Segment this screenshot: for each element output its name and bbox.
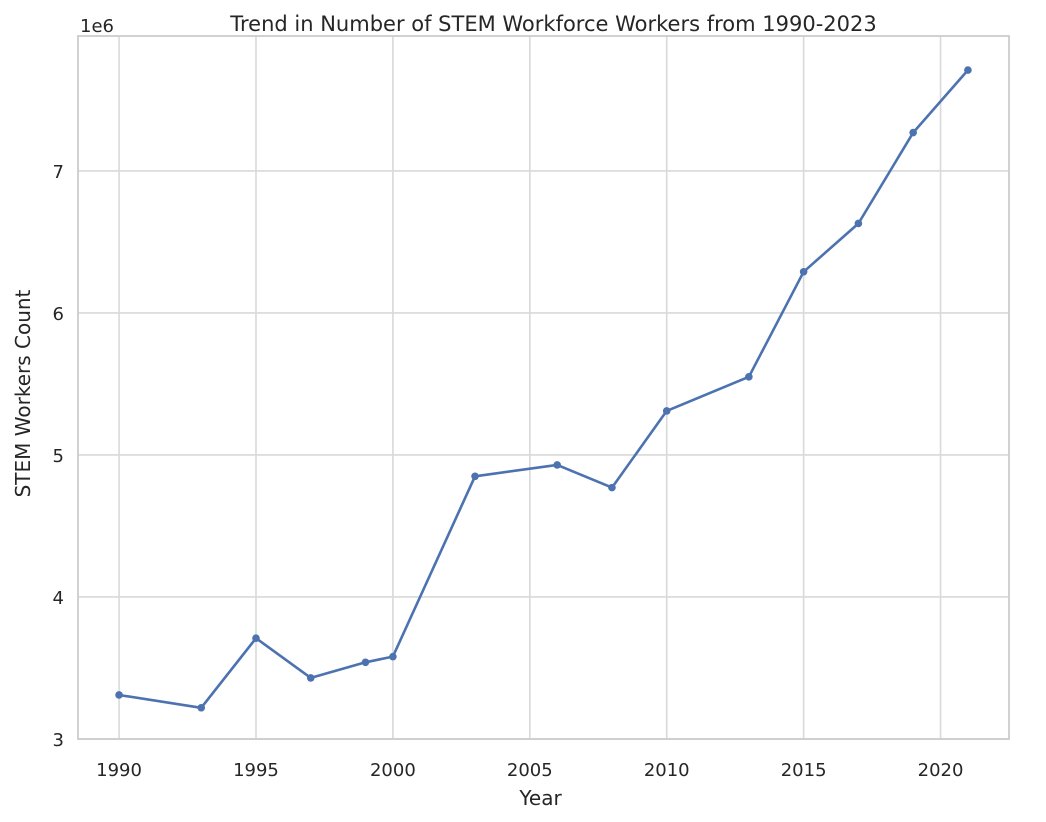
- x-tick-label: 2000: [370, 760, 416, 781]
- x-tick-label: 2005: [507, 760, 553, 781]
- data-point: [389, 652, 397, 661]
- y-axis-offset-label: 1e6: [80, 16, 114, 37]
- data-point: [662, 407, 671, 415]
- data-point: [608, 483, 616, 492]
- data-point: [115, 691, 123, 699]
- data-point: [964, 66, 972, 74]
- tick-labels: 1990 1995 2000 2005 2010 2015 2020 3 4 5 6 7: [53, 162, 964, 781]
- series-layer: [115, 66, 972, 712]
- x-tick-label: 2020: [918, 760, 964, 781]
- x-tick-label: 2010: [644, 760, 690, 781]
- data-point: [745, 373, 753, 381]
- y-tick-label: 6: [53, 304, 64, 325]
- y-tick-label: 7: [53, 162, 64, 183]
- x-tick-label: 2015: [781, 760, 827, 781]
- x-tick-label: 1990: [96, 760, 142, 781]
- series-line: [117, 68, 970, 710]
- x-axis-label: Year: [518, 786, 562, 810]
- y-tick-label: 4: [53, 588, 64, 609]
- y-tick-label: 3: [53, 730, 64, 751]
- chart-title: Trend in Number of STEM Workforce Worker…: [229, 12, 876, 36]
- data-point: [252, 634, 260, 642]
- data-point: [197, 703, 206, 712]
- data-point: [553, 461, 561, 469]
- data-point: [361, 658, 370, 667]
- plot-area-frame: [77, 35, 1010, 740]
- data-point: [799, 267, 808, 276]
- grid-lines: [78, 36, 1009, 740]
- data-point: [909, 128, 917, 137]
- y-axis-label: STEM Workers Count: [11, 289, 35, 497]
- data-point: [471, 472, 479, 481]
- x-tick-label: 1995: [233, 760, 279, 781]
- y-tick-label: 5: [53, 446, 64, 467]
- data-point: [854, 219, 863, 228]
- data-point: [306, 674, 315, 682]
